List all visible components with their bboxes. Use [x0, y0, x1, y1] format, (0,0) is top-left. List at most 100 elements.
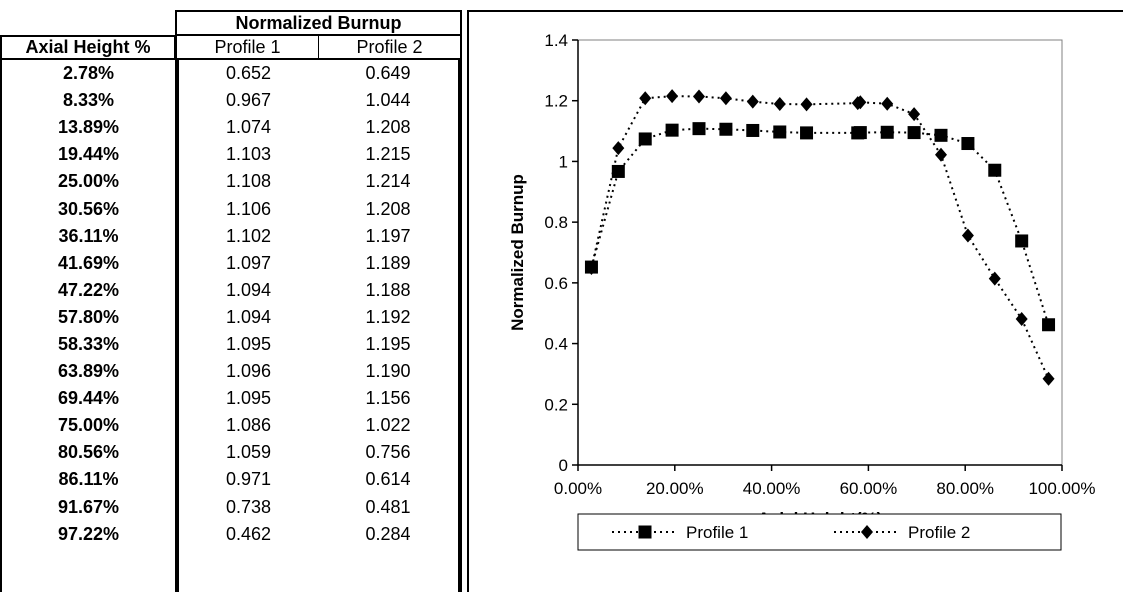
- legend-marker-2: [861, 525, 873, 539]
- table-cell-p1: 1.074: [225, 117, 272, 138]
- table-cell-p2: 0.614: [365, 469, 411, 490]
- table-cell-axial: 69.44%: [57, 388, 120, 409]
- table-cell-axial: 8.33%: [62, 90, 115, 111]
- y-tick-label: 0: [559, 456, 568, 475]
- table-cell-p1: 0.462: [225, 523, 272, 544]
- series-2-point: [881, 96, 894, 111]
- table-cell-axial: 80.56%: [57, 442, 120, 463]
- y-tick-label: 0.2: [544, 395, 568, 414]
- y-tick-label: 1: [559, 152, 568, 171]
- series-line-1: [590, 127, 1050, 326]
- table-cell-axial: 25.00%: [57, 171, 120, 192]
- profile-2-column: 0.649 1.044 1.208 1.215 1.214 1.208 1.197 1.189…: [318, 60, 462, 592]
- series-2-point: [854, 95, 867, 110]
- x-tick-label: 60.00%: [840, 479, 898, 498]
- profile-1-column: 0.652 0.967 1.074 1.103 1.108 1.106 1.102 1.097…: [175, 60, 318, 592]
- table-cell-p1: 1.095: [225, 333, 272, 354]
- table-cell-p1: 1.094: [225, 306, 272, 327]
- table-cell-p1: 0.971: [225, 469, 272, 490]
- table-cell-p2: 1.156: [365, 388, 411, 409]
- series-2-point: [935, 147, 947, 162]
- x-tick-label: 20.00%: [646, 479, 704, 498]
- table-cell-p2: 1.044: [365, 90, 411, 111]
- y-tick-label: 0.8: [544, 213, 568, 232]
- series-2-point: [1042, 371, 1055, 386]
- y-tick-label: 1.4: [544, 31, 568, 50]
- series-1-point: [611, 164, 625, 178]
- series-1-point: [961, 137, 975, 151]
- table-cell-p2: 1.195: [365, 333, 411, 354]
- table-cell-p2: 1.188: [365, 279, 411, 300]
- y-tick-label: 0.6: [544, 274, 568, 293]
- legend-label-2: Profile 2: [908, 523, 970, 542]
- profile-1-header: Profile 1: [175, 35, 318, 60]
- table-cell-axial: 47.22%: [57, 279, 120, 300]
- table-cell-p1: 1.102: [225, 225, 272, 246]
- series-1-point: [665, 123, 679, 137]
- table-cell-p2: 1.215: [365, 144, 411, 165]
- chart-panel: [467, 10, 1123, 592]
- series-1-point: [880, 125, 894, 139]
- series-1-point: [692, 122, 706, 136]
- table-cell-axial: 41.69%: [57, 252, 120, 273]
- series-2-point: [693, 89, 705, 104]
- series-1-point: [719, 122, 733, 136]
- series-1-point: [988, 163, 1002, 177]
- series-2-point: [666, 89, 679, 104]
- table-cell-p2: 0.649: [365, 63, 411, 84]
- table-cell-p1: 1.097: [225, 252, 272, 273]
- table-cell-p2: 1.208: [365, 198, 411, 219]
- table-cell-axial: 2.78%: [62, 63, 115, 84]
- burnup-chart: 0 0.2 0.4 0.6 0.8 1 1.2 1.4 0.00% 20.00% 40.00% 60.…: [508, 31, 1096, 551]
- legend-label-1: Profile 1: [686, 523, 748, 542]
- series-2-point: [746, 94, 759, 109]
- x-tick-label: 80.00%: [936, 479, 994, 498]
- axial-height-header: Axial Height %: [0, 35, 175, 60]
- table-cell-p1: 1.106: [225, 198, 272, 219]
- y-axis-title: Normalized Burnup: [508, 174, 527, 331]
- table-header-row: Axial Height % Profile 1 Profile 2: [0, 35, 462, 60]
- table-cell-axial: 36.11%: [58, 225, 119, 246]
- table-cell-p1: 1.108: [225, 171, 272, 192]
- series-2-point: [773, 97, 786, 112]
- table-cell-p2: 1.208: [365, 117, 411, 138]
- table-cell-p1: 0.738: [225, 496, 272, 517]
- table-cell-p2: 1.022: [365, 415, 411, 436]
- series-1-point: [1042, 318, 1056, 332]
- table-cell-axial: 86.11%: [58, 469, 119, 490]
- axial-height-column: 2.78% 8.33% 13.89% 19.44% 25.00% 30.56% 36.11%…: [0, 60, 175, 592]
- table-cell-p1: 1.096: [225, 361, 272, 382]
- series-1-point: [853, 126, 867, 140]
- series-2-point: [988, 271, 1001, 286]
- series-1-point: [1015, 234, 1029, 248]
- table-cell-p1: 0.652: [225, 63, 272, 84]
- legend-marker-1: [638, 525, 652, 539]
- series-2-point: [961, 228, 974, 243]
- table-cell-p2: 1.197: [365, 225, 411, 246]
- table-cell-p2: 1.192: [365, 306, 411, 327]
- table-cell-p1: 1.094: [225, 279, 272, 300]
- series-2-point: [800, 97, 813, 112]
- table-cell-axial: 19.44%: [57, 144, 120, 165]
- table-cell-p1: 1.059: [225, 442, 272, 463]
- x-tick-label: 0.00%: [554, 479, 602, 498]
- table-cell-p1: 0.967: [225, 90, 272, 111]
- table-cell-axial: 63.89%: [57, 361, 120, 382]
- table-cell-p2: 0.756: [365, 442, 411, 463]
- x-tick-label: 100.00%: [1028, 479, 1095, 498]
- table-cell-p2: 0.481: [365, 496, 411, 517]
- y-tick-label: 0.4: [544, 335, 568, 354]
- series-1-point: [907, 126, 921, 140]
- table-cell-p2: 1.214: [365, 171, 411, 192]
- table-cell-axial: 97.22%: [57, 523, 120, 544]
- table-cell-axial: 91.67%: [57, 496, 120, 517]
- series-2-point: [612, 141, 625, 156]
- table-cell-p2: 0.284: [365, 523, 411, 544]
- x-tick-label: 40.00%: [743, 479, 801, 498]
- table-cell-axial: 57.80%: [57, 306, 120, 327]
- series-1-point: [773, 125, 787, 139]
- series-1-point: [638, 132, 652, 146]
- series-2-point: [639, 91, 652, 106]
- series-1-point: [746, 123, 760, 137]
- series-1-point: [934, 128, 948, 142]
